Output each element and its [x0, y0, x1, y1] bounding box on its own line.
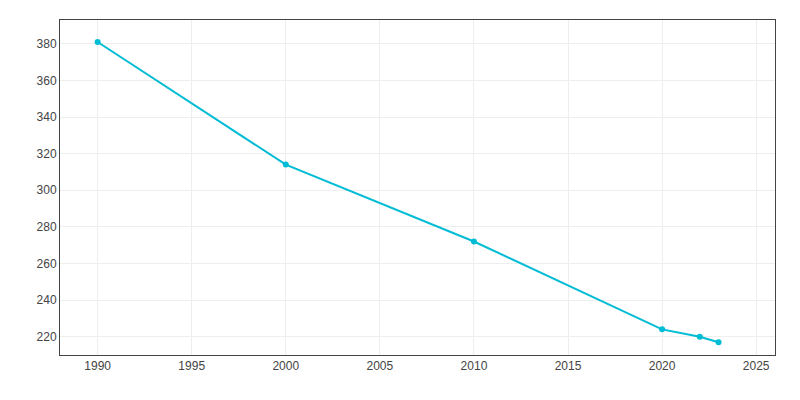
svg-text:2020: 2020 — [649, 359, 676, 373]
svg-text:300: 300 — [37, 183, 57, 197]
svg-text:340: 340 — [37, 110, 57, 124]
svg-text:360: 360 — [37, 74, 57, 88]
svg-text:220: 220 — [37, 330, 57, 344]
svg-text:240: 240 — [37, 293, 57, 307]
svg-text:320: 320 — [37, 147, 57, 161]
svg-text:1990: 1990 — [84, 359, 111, 373]
svg-text:2015: 2015 — [555, 359, 582, 373]
svg-text:2025: 2025 — [743, 359, 770, 373]
svg-text:2005: 2005 — [367, 359, 394, 373]
svg-text:2010: 2010 — [461, 359, 488, 373]
svg-text:380: 380 — [37, 37, 57, 51]
svg-text:2000: 2000 — [272, 359, 299, 373]
svg-text:1995: 1995 — [178, 359, 205, 373]
svg-text:280: 280 — [37, 220, 57, 234]
svg-text:260: 260 — [37, 257, 57, 271]
